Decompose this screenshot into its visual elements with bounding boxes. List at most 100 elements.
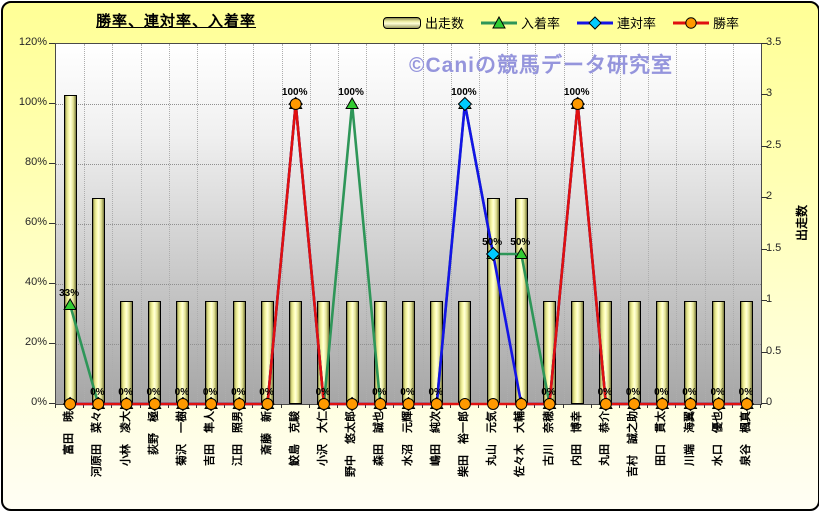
circle-marker (712, 398, 725, 410)
data-label: 100% (338, 87, 364, 98)
x-axis-tick (337, 404, 338, 408)
right-axis-tick-label: 0 (766, 396, 773, 408)
v-gridline (338, 44, 339, 404)
left-axis-tick (49, 103, 55, 104)
triangle-marker (345, 96, 359, 109)
x-axis-label: 鮫島 克駿 (288, 411, 301, 466)
x-axis-label: 内田 博幸 (570, 411, 583, 466)
plot-area (55, 43, 762, 412)
x-axis-label: 吉田 隼人 (204, 411, 217, 466)
series-lines (62, 96, 755, 412)
bar-swatch-icon (383, 16, 421, 29)
v-gridline (84, 44, 86, 404)
circle-marker (571, 98, 584, 110)
x-axis-label: 古川 奈穂 (542, 411, 555, 466)
v-gridline (479, 44, 480, 404)
circle-marker (374, 398, 387, 410)
circle-marker (628, 398, 641, 410)
legend-item-place-rate: 入着率 (481, 13, 560, 32)
data-label: 0% (259, 387, 274, 398)
v-gridline (450, 44, 452, 404)
legend-label: 勝率 (713, 16, 740, 31)
right-axis-tick (761, 43, 767, 44)
x-axis-label: 柴田 裕一郎 (457, 411, 470, 477)
left-axis-tick (49, 343, 55, 344)
left-axis-tick-label: 20% (24, 336, 47, 348)
x-axis-label: 小林 凌大 (119, 411, 132, 466)
x-axis-label: 吉村 誠之助 (627, 411, 640, 477)
x-axis-tick (760, 404, 761, 408)
v-gridline (309, 44, 311, 404)
v-gridline (394, 44, 396, 404)
diamond-marker (485, 246, 501, 262)
x-axis-label: 川端 海翼 (683, 411, 696, 466)
legend-label: 連対率 (617, 16, 657, 31)
data-label: 0% (682, 387, 697, 398)
x-axis-label: 佐々木 大輔 (514, 411, 527, 477)
x-axis-tick (139, 404, 141, 408)
v-gridline (366, 44, 368, 404)
circle-marker (402, 398, 415, 410)
data-label: 0% (654, 387, 669, 398)
legend-label: 出走数 (425, 16, 465, 31)
legend-item-win-rate: 勝率 (673, 13, 739, 32)
x-axis-label: 森田 誠也 (373, 411, 386, 466)
v-gridline (563, 44, 565, 404)
data-label: 33% (59, 288, 80, 299)
x-axis-label: 田口 貫太 (655, 411, 668, 466)
diamond-line-icon (577, 15, 614, 30)
x-axis-tick (675, 404, 677, 408)
data-label: 0% (202, 387, 218, 398)
left-axis-tick (49, 223, 55, 224)
data-label: 0% (597, 387, 613, 398)
x-axis-label: 水沼 元輝 (401, 411, 414, 466)
left-axis-tick-label: 60% (24, 216, 47, 228)
x-axis-tick (647, 404, 649, 408)
x-axis-label: 丸田 恭介 (598, 411, 611, 466)
v-gridline (112, 44, 114, 404)
x-axis-label: 荻野 極 (147, 411, 160, 455)
x-axis-label: 河原田 菜々 (91, 411, 104, 477)
left-axis-tick-label: 40% (24, 276, 47, 288)
data-label: 0% (710, 387, 725, 398)
legend: 出走数 入着率 連対率 勝率 (383, 13, 739, 32)
left-axis-tick-label: 100% (18, 96, 47, 108)
x-axis-label: 斎藤 新 (260, 411, 273, 455)
right-axis-tick (761, 248, 767, 250)
data-label: 0% (118, 387, 133, 398)
h-gridline (56, 284, 761, 285)
circle-marker (487, 398, 500, 410)
入着率-line (68, 103, 747, 406)
bar (289, 301, 303, 404)
v-gridline (197, 44, 198, 404)
right-axis-tick-label: 2 (766, 190, 773, 203)
v-gridline (676, 44, 678, 404)
h-gridline (56, 224, 761, 225)
left-axis-tick-label: 120% (18, 36, 47, 48)
circle-marker (458, 398, 471, 410)
left-axis-tick (49, 283, 55, 284)
right-axis-tick (761, 351, 767, 353)
data-label: 50% (510, 237, 531, 248)
circle-marker (176, 398, 189, 410)
right-axis-tick (761, 300, 767, 302)
x-axis-label: 菊沢 一樹 (175, 411, 188, 466)
circle-marker (92, 398, 105, 410)
circle-marker (289, 98, 302, 110)
watermark: ©Caniの競馬データ研究室 (409, 54, 673, 77)
circle-marker (430, 398, 443, 410)
left-axis-tick (49, 43, 55, 44)
triangle-line-icon (481, 15, 518, 28)
v-gridline (168, 44, 170, 404)
v-gridline (620, 44, 621, 404)
x-axis-tick (365, 404, 367, 408)
x-axis-label: 富田 暁 (63, 411, 76, 455)
v-gridline (591, 44, 593, 404)
circle-marker (740, 398, 753, 410)
v-gridline (281, 44, 283, 404)
data-label: 0% (372, 387, 387, 398)
v-gridline (648, 44, 650, 404)
data-label: 0% (315, 387, 331, 398)
bar (571, 301, 585, 404)
circle-marker (543, 398, 556, 410)
